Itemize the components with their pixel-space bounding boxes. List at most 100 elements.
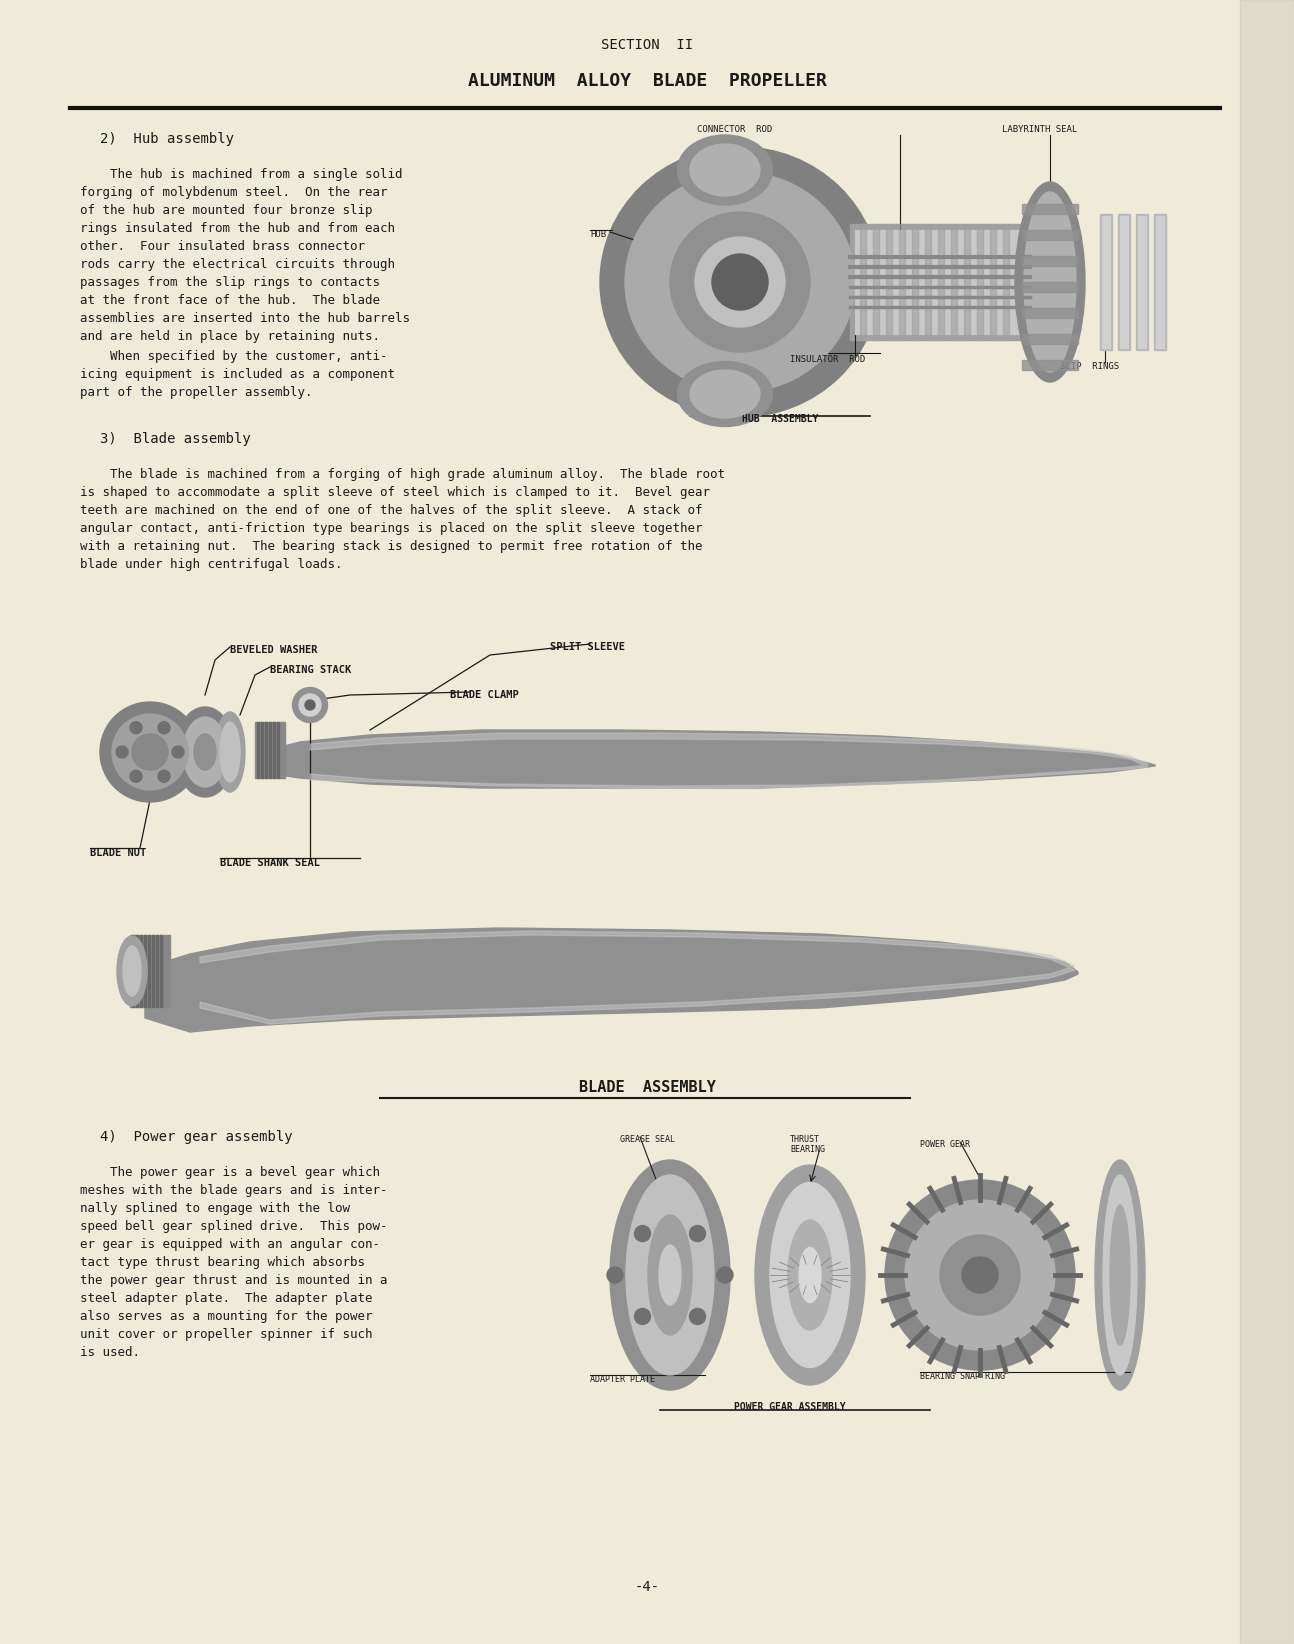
- Bar: [1022, 283, 1078, 293]
- Text: GREASE SEAL: GREASE SEAL: [620, 1134, 675, 1144]
- Bar: [144, 935, 146, 1008]
- Text: BLADE NUT: BLADE NUT: [91, 848, 146, 858]
- Text: BEVELED WASHER: BEVELED WASHER: [230, 644, 317, 654]
- Circle shape: [690, 1225, 705, 1241]
- Text: HUB  ASSEMBLY: HUB ASSEMBLY: [741, 414, 818, 424]
- Circle shape: [132, 733, 168, 769]
- Bar: [140, 935, 142, 1008]
- Bar: [977, 224, 983, 340]
- Text: The blade is machined from a forging of high grade aluminum alloy.  The blade ro: The blade is machined from a forging of …: [80, 469, 725, 570]
- Bar: [129, 935, 170, 1008]
- Bar: [1022, 204, 1078, 214]
- Text: 4)  Power gear assembly: 4) Power gear assembly: [100, 1129, 292, 1144]
- Bar: [1022, 256, 1078, 266]
- Polygon shape: [145, 927, 1078, 1032]
- Bar: [269, 722, 270, 778]
- Circle shape: [717, 1268, 732, 1282]
- Bar: [265, 722, 267, 778]
- Ellipse shape: [116, 935, 148, 1006]
- Text: LABYRINTH SEAL: LABYRINTH SEAL: [1003, 125, 1078, 135]
- Bar: [1022, 334, 1078, 344]
- Bar: [1240, 0, 1294, 1644]
- Bar: [1100, 214, 1112, 350]
- Text: CONNECTOR  ROD: CONNECTOR ROD: [697, 125, 773, 135]
- Bar: [273, 722, 276, 778]
- Ellipse shape: [625, 173, 855, 391]
- Text: -4-: -4-: [634, 1580, 660, 1595]
- Ellipse shape: [175, 707, 236, 797]
- Text: BLADE  ASSEMBLY: BLADE ASSEMBLY: [578, 1080, 716, 1095]
- Ellipse shape: [299, 694, 321, 717]
- Bar: [850, 224, 1030, 340]
- Bar: [157, 935, 158, 1008]
- Bar: [1118, 214, 1130, 350]
- Ellipse shape: [123, 945, 141, 996]
- Bar: [990, 224, 996, 340]
- Bar: [1136, 214, 1148, 350]
- Ellipse shape: [305, 700, 314, 710]
- Bar: [136, 935, 138, 1008]
- Bar: [886, 224, 892, 340]
- Bar: [1137, 215, 1146, 349]
- Ellipse shape: [194, 733, 216, 769]
- Bar: [261, 722, 263, 778]
- Ellipse shape: [292, 687, 327, 722]
- Ellipse shape: [695, 237, 785, 327]
- Circle shape: [116, 746, 128, 758]
- Circle shape: [607, 1268, 622, 1282]
- Circle shape: [961, 1258, 998, 1292]
- Ellipse shape: [1110, 1205, 1130, 1345]
- Circle shape: [939, 1235, 1020, 1315]
- Bar: [873, 224, 879, 340]
- Bar: [277, 722, 280, 778]
- Polygon shape: [311, 733, 1148, 787]
- Ellipse shape: [1095, 1161, 1145, 1389]
- Ellipse shape: [690, 145, 760, 196]
- Polygon shape: [260, 730, 1156, 787]
- Circle shape: [712, 255, 769, 311]
- Bar: [925, 224, 930, 340]
- Text: The hub is machined from a single solid
forging of molybdenum steel.  On the rea: The hub is machined from a single solid …: [80, 168, 410, 344]
- Ellipse shape: [754, 1166, 864, 1384]
- Text: BEARING SNAP RING: BEARING SNAP RING: [920, 1373, 1005, 1381]
- Bar: [148, 935, 150, 1008]
- Ellipse shape: [788, 1220, 832, 1330]
- Bar: [151, 935, 154, 1008]
- Bar: [1102, 215, 1110, 349]
- Text: The power gear is a bevel gear which
meshes with the blade gears and is inter-
n: The power gear is a bevel gear which mes…: [80, 1166, 387, 1360]
- Bar: [258, 722, 259, 778]
- Text: BLADE SHANK SEAL: BLADE SHANK SEAL: [220, 858, 320, 868]
- Bar: [855, 230, 1025, 334]
- Text: SLIP  RINGS: SLIP RINGS: [1060, 362, 1119, 372]
- Ellipse shape: [1024, 192, 1077, 372]
- Bar: [951, 224, 958, 340]
- Circle shape: [113, 713, 188, 791]
- Ellipse shape: [690, 370, 760, 418]
- Text: BLADE CLAMP: BLADE CLAMP: [450, 690, 519, 700]
- Ellipse shape: [626, 1175, 714, 1374]
- Ellipse shape: [770, 1182, 850, 1368]
- Text: 3)  Blade assembly: 3) Blade assembly: [100, 432, 251, 446]
- Ellipse shape: [600, 146, 880, 418]
- Circle shape: [905, 1200, 1055, 1350]
- Ellipse shape: [215, 712, 245, 792]
- Circle shape: [885, 1180, 1075, 1369]
- Ellipse shape: [220, 722, 239, 783]
- Bar: [1003, 224, 1009, 340]
- Circle shape: [634, 1309, 651, 1325]
- Bar: [160, 935, 162, 1008]
- Circle shape: [129, 771, 142, 783]
- Bar: [1022, 230, 1078, 240]
- Bar: [899, 224, 905, 340]
- Text: POWER GEAR: POWER GEAR: [920, 1139, 970, 1149]
- Bar: [132, 935, 135, 1008]
- Bar: [1022, 360, 1078, 370]
- Bar: [1121, 215, 1128, 349]
- Circle shape: [100, 702, 201, 802]
- Bar: [964, 224, 970, 340]
- Polygon shape: [201, 931, 1075, 1024]
- Text: SPLIT SLEEVE: SPLIT SLEEVE: [550, 643, 625, 653]
- Text: 2)  Hub assembly: 2) Hub assembly: [100, 132, 234, 146]
- Ellipse shape: [609, 1161, 730, 1389]
- Ellipse shape: [670, 212, 810, 352]
